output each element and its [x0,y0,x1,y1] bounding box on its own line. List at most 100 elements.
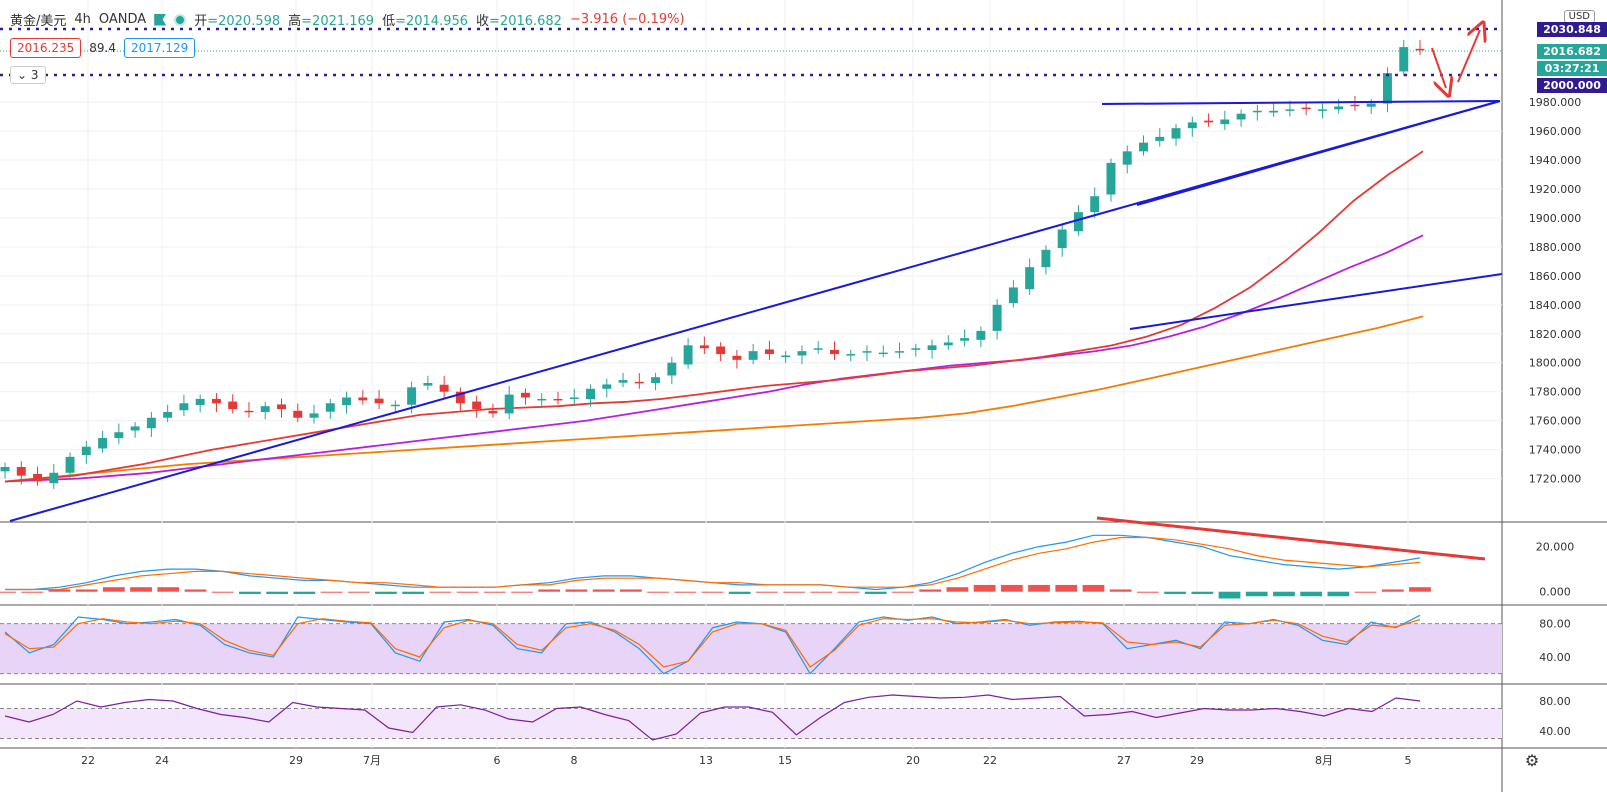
macd-histogram-bar [293,591,316,594]
close-value: =2016.682 [489,14,562,29]
macd-histogram-bar [1028,584,1050,592]
macd-histogram-bar [1218,591,1241,599]
candle-body [179,403,189,411]
candle-body [878,352,888,355]
macd-histogram-bar [1354,591,1377,593]
macd-tick-label: 20.000 [1536,541,1575,554]
macd-histogram-bar [375,591,397,594]
rsi-pane: 80.00 40.00 [0,694,1571,741]
macd-histogram-bar [810,591,833,593]
low-value: =2014.956 [395,14,469,29]
candle-body [1220,119,1230,125]
macd-histogram-bar [538,589,561,592]
macd-histogram-bar [619,589,642,592]
trade-buttons: 2016.235 89.4 2017.129 [10,38,196,58]
candle-body [81,446,91,456]
sell-button[interactable]: 2016.235 [10,38,82,58]
candle-body [65,456,75,473]
candle-body [602,384,612,389]
candle-body [309,413,319,418]
macd-histogram-bar [1137,591,1159,593]
macd-histogram-bar [402,591,425,594]
candle-body [683,345,693,365]
gear-icon[interactable]: ⚙ [1525,751,1539,770]
candle-body [1155,136,1165,141]
candle-body [1301,107,1311,110]
macd-histogram-bar [0,591,16,593]
macd-histogram-bar [1273,591,1295,597]
time-tick-label: 6 [494,754,501,767]
candle-body [1317,109,1327,111]
macd-histogram-bar [130,587,152,592]
time-tick-label: 13 [699,754,713,767]
candle-body [277,404,286,410]
price-tick-label: 1980.000 [1529,96,1582,109]
candlesticks [0,39,1425,489]
candle-body [0,466,10,472]
candle-body [1350,104,1360,107]
candle-body [1187,122,1197,129]
buy-button[interactable]: 2017.129 [123,38,196,58]
price-tick-label: 1920.000 [1529,183,1582,196]
macd-histogram-bar [347,591,370,593]
macd-pane: 20.000 0.000 [0,516,1575,599]
symbol-header: 黄金/美元 4h OANDA 开=2020.598 高=2021.169 低=2… [10,10,685,29]
market-status-icon [174,13,187,26]
candle-body [862,351,872,353]
candle-body [699,345,709,349]
stoch-tick-label: 40.00 [1539,651,1571,664]
candle-body [195,398,205,406]
candle-body [1269,110,1279,113]
macd-histogram-bar [1381,589,1404,592]
spread-value: 89.4 [89,41,116,55]
candle-body [146,417,156,429]
macd-histogram-bar [456,591,479,593]
candle-body [33,473,43,482]
symbol-name[interactable]: 黄金/美元 [10,14,67,29]
macd-histogram-bar [1109,589,1132,592]
indicator-toggle[interactable]: ⌄ 3 [10,66,46,84]
macd-histogram-bar [756,591,778,593]
candle-body [325,403,335,412]
candle-body [1025,267,1035,290]
candle-body [651,377,661,384]
candle-body [667,362,677,376]
macd-histogram-bar [728,591,751,594]
candle-body [1090,196,1100,213]
open-label: 开 [194,14,208,29]
macd-histogram-bar [1000,584,1023,592]
candle-body [569,397,579,399]
macd-histogram-bar [783,591,806,593]
stochastic-pane: 80.00 40.00 [0,614,1571,675]
stoch-d-line [4,618,1421,668]
candle-body [407,387,417,405]
price-tick-label: 1760.000 [1529,415,1582,428]
candle-body [813,348,823,350]
countdown-label: 03:27:21 [1537,61,1607,76]
price-tick-label: 1740.000 [1529,444,1582,457]
candle-body [1139,142,1148,152]
candle-body [49,472,59,484]
candle-body [1106,162,1116,195]
macd-histogram-bar [565,589,588,592]
candle-body [1382,73,1392,104]
candle-body [1415,48,1425,51]
macd-histogram-bar [837,591,860,593]
candle-body [16,466,26,476]
macd-histogram-bar [429,591,452,593]
candle-body [927,345,937,350]
candle-body [390,404,400,407]
candle-body [260,406,270,412]
rsi-tick-label: 40.00 [1539,725,1571,738]
interval[interactable]: 4h [74,12,91,27]
time-tick-label: 29 [1190,754,1204,767]
macd-histogram-bar [1191,591,1214,594]
price-axis: 1720.000 1740.000 1760.000 1780.000 1800.000… [1529,96,1582,485]
drawings [0,29,1503,522]
flag-icon[interactable] [154,13,167,26]
time-tick-label: 8 [571,754,578,767]
candle-body [618,380,628,383]
time-tick-label: 20 [906,754,920,767]
time-tick-label: 8月 [1315,754,1333,767]
